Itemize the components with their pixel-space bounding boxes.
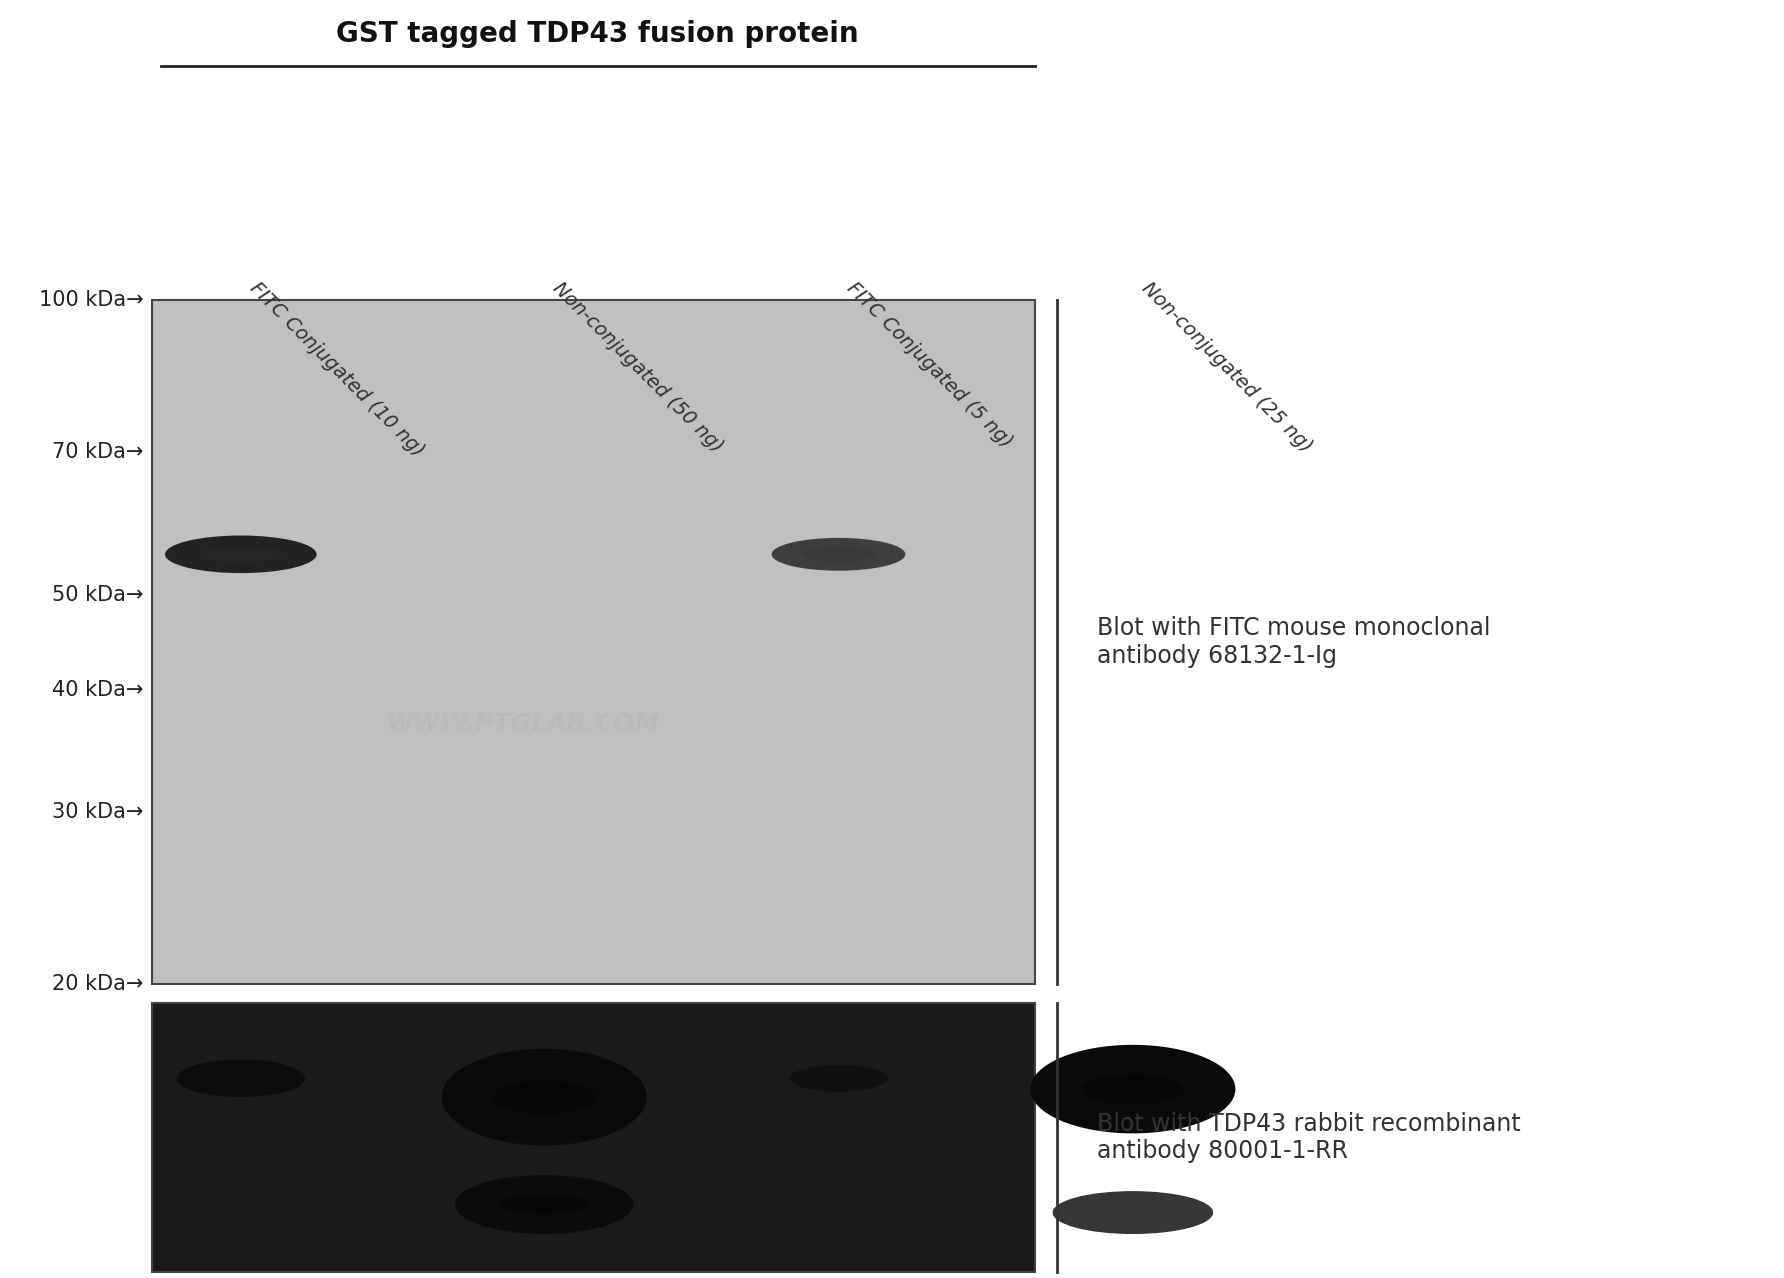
Ellipse shape bbox=[1053, 1191, 1213, 1235]
Text: GST tagged TDP43 fusion protein: GST tagged TDP43 fusion protein bbox=[337, 20, 858, 49]
Ellipse shape bbox=[200, 546, 282, 562]
Ellipse shape bbox=[1081, 1074, 1185, 1104]
Ellipse shape bbox=[164, 535, 318, 573]
Ellipse shape bbox=[771, 538, 904, 571]
Text: 50 kDa→: 50 kDa→ bbox=[52, 585, 145, 604]
Ellipse shape bbox=[789, 1065, 888, 1091]
Ellipse shape bbox=[441, 1049, 648, 1145]
Text: Non-conjugated (50 ng): Non-conjugated (50 ng) bbox=[549, 279, 726, 456]
Text: Blot with FITC mouse monoclonal
antibody 68132-1-Ig: Blot with FITC mouse monoclonal antibody… bbox=[1097, 616, 1491, 668]
Ellipse shape bbox=[177, 1059, 305, 1097]
Text: 20 kDa→: 20 kDa→ bbox=[52, 974, 145, 994]
Text: Non-conjugated (25 ng): Non-conjugated (25 ng) bbox=[1138, 279, 1315, 456]
Ellipse shape bbox=[801, 547, 876, 562]
Text: Blot with TDP43 rabbit recombinant
antibody 80001-1-RR: Blot with TDP43 rabbit recombinant antib… bbox=[1097, 1112, 1522, 1163]
Ellipse shape bbox=[500, 1194, 589, 1215]
Ellipse shape bbox=[455, 1174, 633, 1235]
Bar bbox=[152, 1003, 1035, 1272]
Text: 30 kDa→: 30 kDa→ bbox=[52, 801, 145, 822]
Ellipse shape bbox=[492, 1080, 596, 1114]
Text: FITC Conjugated (10 ng): FITC Conjugated (10 ng) bbox=[246, 279, 428, 460]
Bar bbox=[152, 300, 1035, 984]
Text: FITC Conjugated (5 ng): FITC Conjugated (5 ng) bbox=[844, 279, 1017, 452]
Text: 100 kDa→: 100 kDa→ bbox=[39, 290, 145, 311]
Text: 40 kDa→: 40 kDa→ bbox=[52, 680, 145, 699]
Text: 70 kDa→: 70 kDa→ bbox=[52, 442, 145, 461]
Ellipse shape bbox=[1031, 1045, 1235, 1134]
Text: WWW.PTGLAB.COM: WWW.PTGLAB.COM bbox=[385, 712, 660, 736]
